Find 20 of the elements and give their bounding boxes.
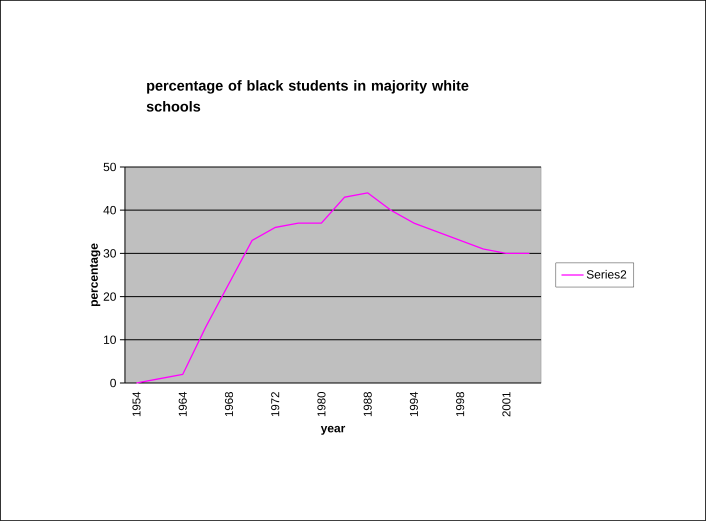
y-tick-label: 40 [103, 206, 116, 214]
y-tick-label: 50 [104, 162, 116, 172]
x-tick-label: 1964 [178, 392, 187, 416]
y-tick-label: 20 [104, 292, 116, 301]
chart-title: percentage of black students in majority white schools [146, 80, 468, 112]
y-tick-label: 30 [104, 249, 116, 258]
y-axis-title: percentage [90, 244, 100, 306]
x-tick-label: 1998 [456, 392, 464, 416]
x-tick-label: 1988 [364, 392, 372, 416]
x-tick-label: 2001 [502, 392, 510, 416]
x-tick-label: 1994 [410, 392, 418, 416]
line-series [136, 192, 530, 384]
x-tick-label: 1954 [132, 392, 141, 416]
x-tick-label: 1972 [271, 392, 280, 416]
x-tick-label: 1980 [317, 392, 326, 416]
y-tick-label: 0 [110, 378, 116, 388]
y-tick-label: 10 [104, 336, 116, 344]
x-tick-label: 1968 [224, 392, 234, 416]
legend-label: Series2 [586, 270, 626, 279]
x-axis-title: year [320, 426, 346, 435]
